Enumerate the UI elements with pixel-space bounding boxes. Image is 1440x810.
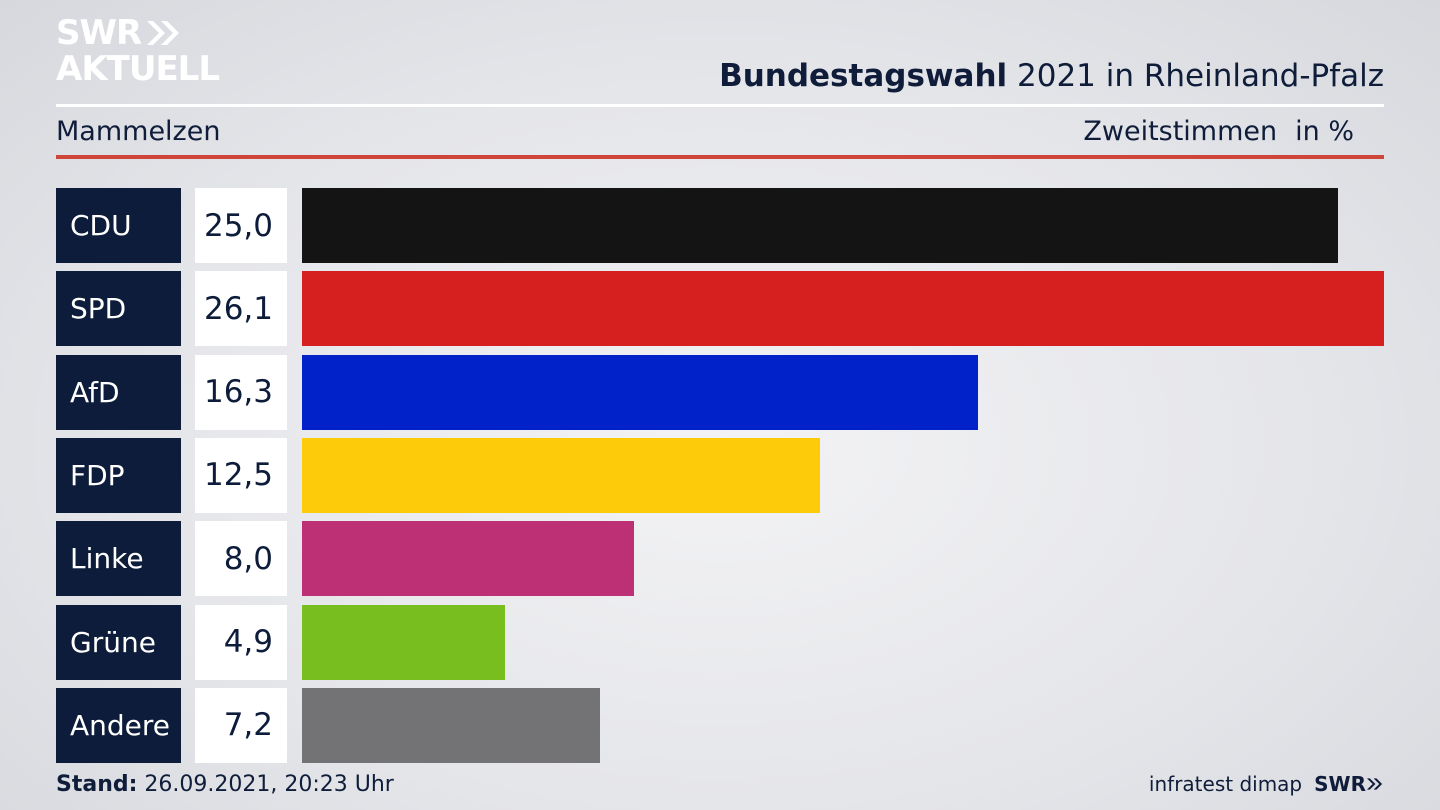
double-chevron-icon — [147, 21, 180, 45]
party-label: FDP — [56, 437, 181, 513]
bar — [302, 604, 506, 680]
swr-aktuell-logo: SWR AKTUELL — [56, 13, 220, 89]
chart-title: Bundestagswahl 2021 in Rheinland-Pfalz — [719, 58, 1384, 94]
value-label: 26,1 — [195, 271, 287, 347]
chart-row: Linke 8,0 — [56, 521, 1384, 597]
chart-row: CDU 25,0 — [56, 188, 1384, 263]
party-label: Linke — [56, 521, 181, 597]
timestamp: Stand: 26.09.2021, 20:23 Uhr — [56, 772, 394, 797]
unit-label: in % — [1295, 116, 1354, 147]
measure-label: Zweitstimmen in % — [1083, 116, 1354, 147]
value-label: 25,0 — [195, 188, 287, 263]
chart-row: FDP 12,5 — [56, 437, 1384, 513]
title-bold: Bundestagswahl — [719, 58, 1008, 94]
party-label: Grüne — [56, 604, 181, 680]
bar — [302, 354, 978, 430]
municipality-name: Mammelzen — [56, 116, 221, 147]
value-label: 12,5 — [195, 437, 287, 513]
value-label: 4,9 — [195, 604, 287, 680]
header-divider — [56, 104, 1384, 107]
chart-row: Andere 7,2 — [56, 687, 1384, 763]
logo-line-2: AKTUELL — [56, 49, 220, 89]
logo-line-1: SWR — [56, 13, 142, 53]
value-label: 8,0 — [195, 521, 287, 597]
party-label: Andere — [56, 687, 181, 763]
party-label: SPD — [56, 271, 181, 347]
chart-row: Grüne 4,9 — [56, 604, 1384, 680]
measure-text: Zweitstimmen — [1083, 116, 1278, 147]
chart-row: SPD 26,1 — [56, 271, 1384, 347]
bar — [302, 437, 821, 513]
party-label: AfD — [56, 354, 181, 430]
bar — [302, 188, 1339, 263]
stand-value: 26.09.2021, 20:23 Uhr — [137, 772, 394, 797]
swr-footer-logo: SWR — [1314, 772, 1384, 796]
accent-divider — [56, 155, 1384, 159]
source-label: infratest dimap — [1148, 772, 1303, 796]
value-label: 7,2 — [195, 687, 287, 763]
chart-row: AfD 16,3 — [56, 354, 1384, 430]
brand-label: SWR — [1314, 772, 1366, 796]
source-credit: infratest dimap SWR — [1149, 772, 1384, 796]
bar — [302, 271, 1384, 347]
stand-label: Stand: — [56, 772, 138, 797]
double-chevron-icon — [1366, 778, 1383, 790]
title-rest: 2021 in Rheinland-Pfalz — [1007, 58, 1384, 94]
bar — [302, 687, 601, 763]
party-label: CDU — [56, 188, 181, 263]
bar — [302, 521, 634, 597]
value-label: 16,3 — [195, 354, 287, 430]
